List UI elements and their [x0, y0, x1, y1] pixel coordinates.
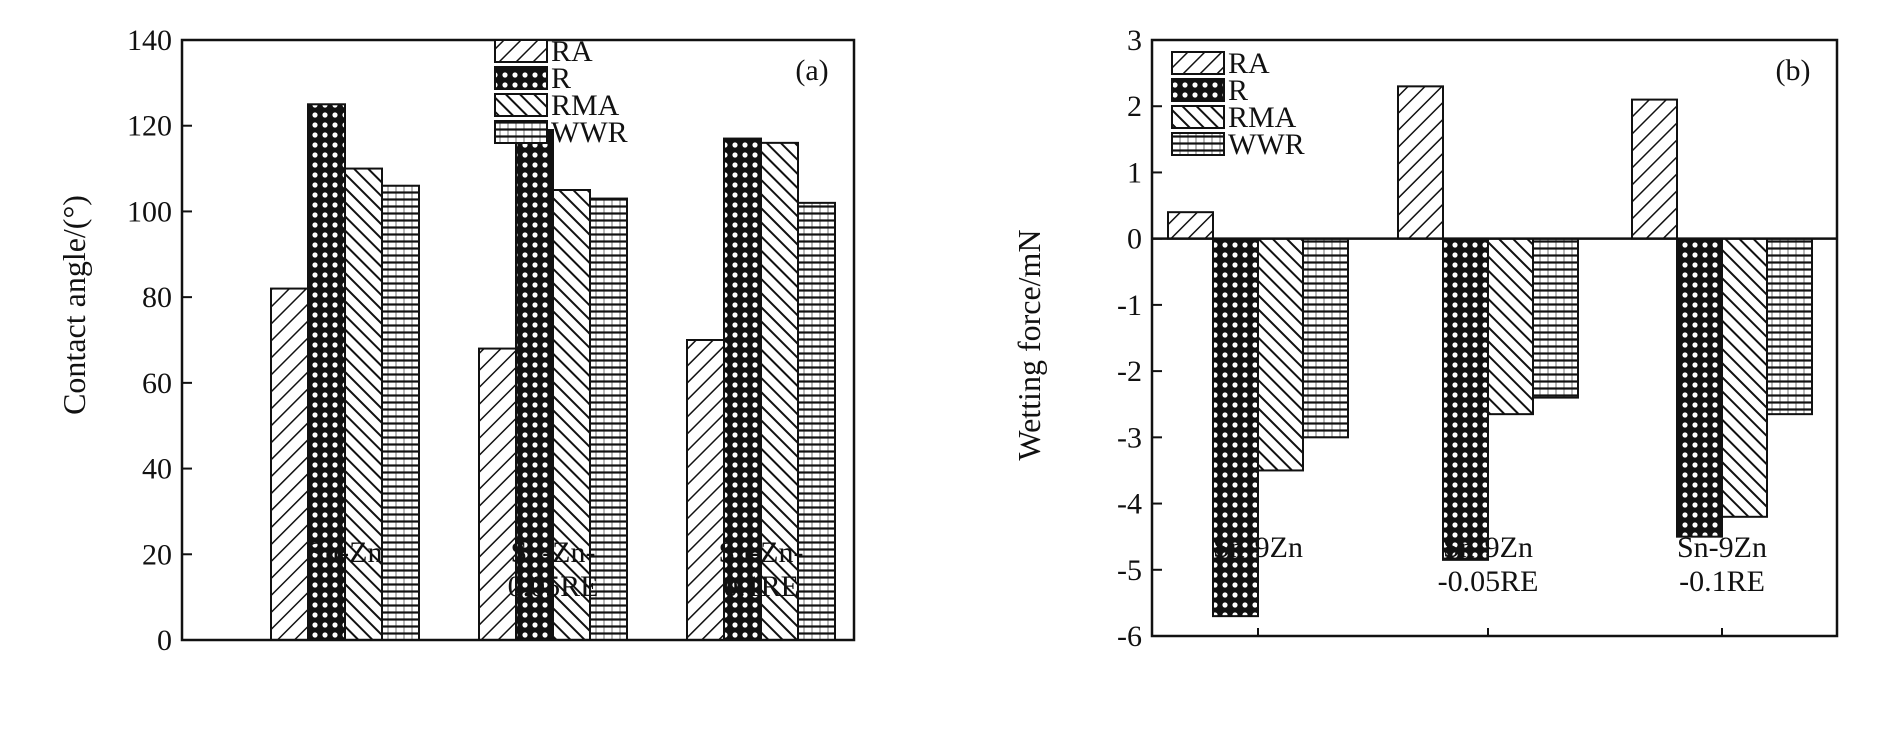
y-tick-label: 120 [127, 110, 172, 143]
y-tick-label: 1 [1127, 156, 1142, 189]
y-axis-title: Contact angle/(°) [56, 195, 92, 415]
bar-rma-1 [1487, 237, 1534, 416]
bar-ra-0 [270, 287, 309, 641]
y-tick-label: -6 [1117, 620, 1142, 653]
bar-r-2 [1676, 237, 1723, 538]
category-label: Sn-Zn [308, 536, 383, 569]
bar-r-2 [723, 137, 762, 641]
y-tick-label: 40 [142, 453, 172, 486]
legend-label-wwr: WWR [551, 116, 628, 149]
bar-rma-0 [344, 167, 383, 641]
legend-label-r: R [551, 62, 571, 95]
bar-r-1 [515, 129, 554, 641]
bar-wwr-1 [1532, 237, 1579, 399]
category-labels: Sn-9Zn Sn-9Zn -0.05RE Sn-9Zn -0.1RE [1213, 531, 1767, 598]
y-tick-label: -4 [1117, 488, 1142, 521]
category-label: Sn-Zn-0.1RE [719, 536, 804, 603]
legend-swatch-ra [494, 39, 548, 63]
y-tick-label: 2 [1127, 90, 1142, 123]
category-label: Sn-9Zn -0.1RE [1677, 531, 1767, 598]
y-ticks: -6 -5 -4 -3 -2 -1 0 1 2 3 [1117, 24, 1723, 653]
bar-ra-2 [686, 339, 725, 641]
legend-swatch-wwr [1171, 132, 1225, 156]
legend-label-rma: RMA [551, 89, 620, 122]
y-tick-label: -1 [1117, 289, 1142, 322]
bar-wwr-1 [589, 197, 628, 641]
legend-swatch-wwr [494, 120, 548, 144]
bar-r-0 [307, 103, 346, 642]
panel-label: (b) [1776, 54, 1811, 87]
panel-b: Wetting force/mN (b) -6 -5 -4 -3 -2 -1 0 1 2 3 Sn… [1011, 24, 1839, 653]
legend-swatch-rma [1171, 105, 1225, 129]
legend-label-wwr: WWR [1228, 128, 1305, 161]
y-ticks: 0 20 40 60 80 100 120 140 [127, 24, 762, 657]
y-tick-label: 0 [1127, 223, 1142, 256]
category-label: Sn-9Zn [1213, 531, 1303, 564]
y-axis-title: Wetting force/mN [1011, 229, 1047, 460]
y-tick-label: 100 [127, 195, 172, 228]
legend-label-ra: RA [1228, 47, 1270, 80]
legend-swatch-rma [494, 93, 548, 117]
bar-wwr-2 [1766, 237, 1813, 416]
y-tick-label: -5 [1117, 554, 1142, 587]
plot-frame [1150, 38, 1839, 638]
category-label: Sn-Zn-0.05RE [508, 536, 599, 603]
legend-swatch-ra [1171, 51, 1225, 75]
legend-label-rma: RMA [1228, 101, 1297, 134]
bars-layer [1167, 85, 1813, 618]
bar-ra-0 [1167, 211, 1214, 240]
bar-rma-0 [1257, 237, 1304, 472]
legend-label-r: R [1228, 74, 1248, 107]
bar-ra-2 [1631, 98, 1678, 240]
bar-rma-2 [1721, 237, 1768, 518]
legend-label-ra: RA [551, 35, 593, 68]
bar-wwr-2 [797, 201, 836, 641]
y-tick-label: 0 [157, 624, 172, 657]
y-tick-label: -3 [1117, 421, 1142, 454]
bar-wwr-0 [381, 184, 420, 641]
category-labels: Sn-Zn Sn-Zn-0.05RE Sn-Zn-0.1RE [308, 536, 804, 603]
legend-swatch-r [494, 66, 548, 90]
y-tick-label: 20 [142, 538, 172, 571]
y-tick-label: -2 [1117, 355, 1142, 388]
bar-ra-1 [1397, 85, 1444, 240]
panel-label: (a) [795, 54, 828, 87]
bar-wwr-0 [1302, 237, 1349, 439]
bars-layer [270, 103, 836, 642]
y-tick-label: 140 [127, 24, 172, 57]
y-tick-label: 80 [142, 281, 172, 314]
y-tick-label: 60 [142, 367, 172, 400]
bar-r-1 [1442, 237, 1489, 561]
legend-swatch-r [1171, 78, 1225, 102]
category-label: Sn-9Zn -0.05RE [1438, 531, 1539, 598]
panel-a: Contact angle/(°) (a) 0 20 40 60 80 100 120 140… [56, 24, 856, 657]
y-tick-label: 3 [1127, 24, 1142, 57]
